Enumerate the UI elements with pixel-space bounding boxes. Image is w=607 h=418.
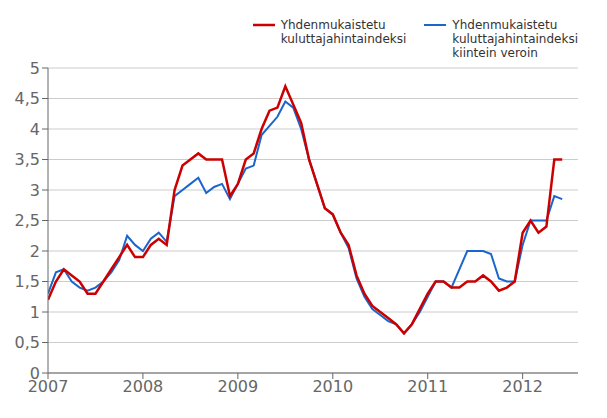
- svg-text:5: 5: [30, 59, 40, 78]
- html-text:Yhdenmukaistetu kuluttajahinta: Yhdenmukaistetu kuluttajahintaindeksi: [280, 18, 407, 46]
- svg-text:1,5: 1,5: [15, 272, 40, 291]
- svg-text:2: 2: [30, 242, 40, 261]
- svg-text:0,5: 0,5: [15, 333, 40, 352]
- svg-text:3: 3: [30, 181, 40, 200]
- svg-text:2009: 2009: [218, 377, 259, 396]
- svg-text:4: 4: [30, 120, 40, 139]
- svg-text:2007: 2007: [27, 377, 69, 397]
- svg-text:3,5: 3,5: [15, 150, 40, 169]
- svg-text:2011: 2011: [407, 377, 448, 396]
- svg-text:2010: 2010: [312, 377, 353, 396]
- svg-text:2,5: 2,5: [15, 211, 40, 230]
- svg-text:4,5: 4,5: [15, 89, 40, 108]
- svg-text:0: 0: [30, 364, 40, 383]
- svg-text:2008: 2008: [123, 377, 164, 396]
- svg-text:1: 1: [30, 303, 40, 322]
- svg-text:2012: 2012: [502, 377, 543, 396]
- html-text:Yhdenmukaistetu kuluttajahinta: Yhdenmukaistetu kuluttajahintaindeksi ki…: [452, 18, 578, 60]
